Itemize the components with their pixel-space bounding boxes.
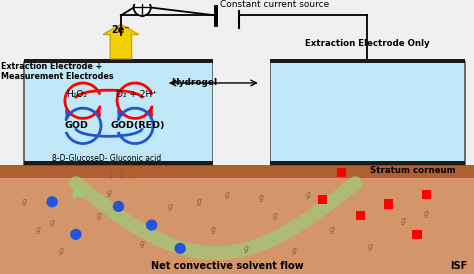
Bar [270, 62, 465, 164]
Circle shape [113, 201, 124, 212]
Bar [270, 59, 465, 63]
Text: GOD: GOD [65, 121, 89, 130]
Bar [384, 199, 393, 209]
Text: g: g [211, 225, 216, 234]
Text: GOD(RED): GOD(RED) [110, 121, 164, 130]
Text: g: g [97, 211, 102, 220]
Text: O₂ + 2H⁺: O₂ + 2H⁺ [116, 90, 157, 99]
Circle shape [46, 196, 58, 207]
Text: g: g [424, 209, 429, 218]
Circle shape [134, 0, 151, 16]
Text: Hydrogel: Hydrogel [171, 78, 218, 87]
Text: g: g [36, 225, 40, 234]
FancyArrow shape [103, 24, 138, 59]
Text: g: g [107, 188, 111, 197]
Text: g: g [225, 190, 230, 199]
Bar [0, 164, 474, 178]
Text: g: g [401, 216, 405, 225]
Text: Net convective solvent flow: Net convective solvent flow [151, 261, 304, 271]
Text: g: g [273, 211, 277, 220]
Text: g: g [258, 193, 263, 202]
Text: g: g [21, 197, 26, 206]
Bar [213, 59, 270, 164]
Circle shape [174, 243, 186, 254]
Bar [318, 195, 327, 204]
Text: g: g [292, 246, 296, 255]
Bar [24, 62, 213, 164]
Text: Stratum corneum: Stratum corneum [370, 166, 455, 175]
Bar [24, 59, 213, 63]
Text: Extraction Electrode +
Measurement Electrodes: Extraction Electrode + Measurement Elect… [1, 62, 114, 81]
Bar [422, 190, 431, 199]
Text: ISF: ISF [450, 261, 467, 271]
Text: 2e⁻: 2e⁻ [111, 25, 130, 35]
Bar [0, 167, 474, 274]
Text: β-D-GlucoseD- Gluconic acid: β-D-GlucoseD- Gluconic acid [52, 154, 161, 163]
Circle shape [146, 219, 157, 231]
Bar [24, 161, 213, 164]
Text: g: g [50, 218, 55, 227]
Text: g: g [329, 225, 334, 234]
Text: g: g [140, 239, 145, 248]
Text: Extraction Electrode Only: Extraction Electrode Only [305, 39, 429, 48]
Text: g: g [244, 244, 249, 253]
Text: g: g [367, 242, 372, 250]
Text: g: g [306, 190, 310, 199]
Text: Constant current source: Constant current source [220, 0, 329, 9]
Bar [270, 161, 465, 164]
Text: H₂O₂: H₂O₂ [66, 90, 87, 99]
Text: g: g [59, 246, 64, 255]
Bar [412, 230, 422, 239]
Bar [356, 211, 365, 220]
Text: g: g [168, 202, 173, 211]
Circle shape [70, 229, 82, 240]
Text: g: g [197, 197, 201, 206]
Bar [337, 168, 346, 177]
